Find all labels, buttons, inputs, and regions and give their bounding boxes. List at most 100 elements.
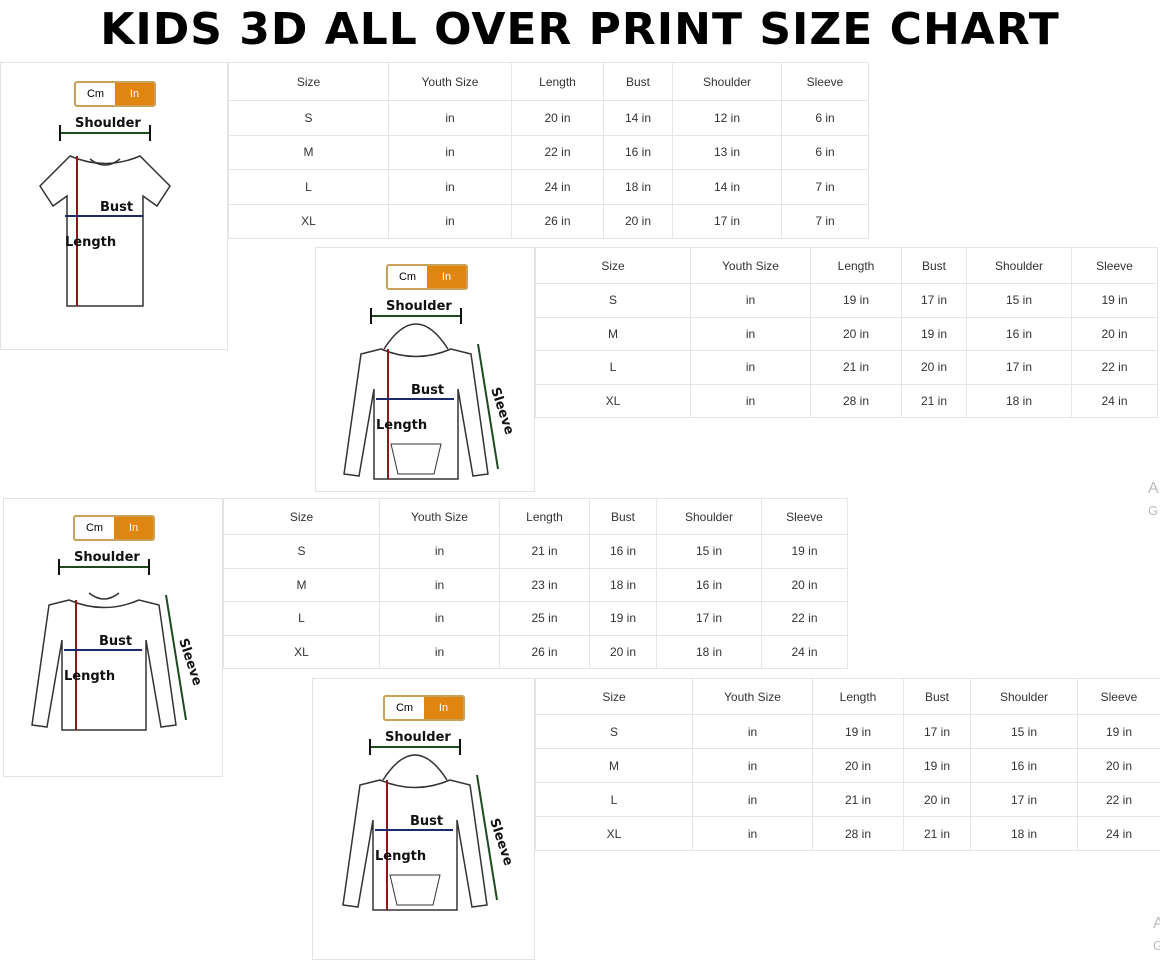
table-cell: 24 in xyxy=(511,169,604,205)
size-table: Size Youth Size Length Bust Shoulder Sleeve S… xyxy=(535,678,1160,851)
column-header: Sleeve xyxy=(781,62,869,101)
table-row: XL in 26 in 20 in 17 in 7 in xyxy=(228,203,869,239)
table-cell: in xyxy=(379,601,500,636)
table-cell: 19 in xyxy=(903,748,971,783)
table-cell: in xyxy=(388,169,512,205)
table-cell: 14 in xyxy=(603,100,673,136)
table-cell: 20 in xyxy=(901,350,967,385)
unit-cm-button[interactable]: Cm xyxy=(395,702,414,714)
table-cell: in xyxy=(692,714,813,749)
table-cell: 19 in xyxy=(589,601,657,636)
long-sleeve-diagram: Shoulder Bust Length Sleeve xyxy=(31,550,205,731)
unit-toggle[interactable]: Cm In xyxy=(386,264,468,290)
column-header: Length xyxy=(511,62,604,101)
unit-toggle[interactable]: Cm In xyxy=(74,81,156,107)
unit-toggle[interactable]: Cm In xyxy=(73,515,155,541)
table-cell: 16 in xyxy=(970,748,1078,783)
unit-cm-button[interactable]: Cm xyxy=(85,522,104,534)
unit-in-button[interactable]: In xyxy=(115,83,154,105)
size-table: Size Youth Size Length Bust Shoulder Sleeve S… xyxy=(228,62,869,239)
shoulder-label: Shoulder xyxy=(74,550,140,565)
table-header-row: Size Youth Size Length Bust Shoulder Sleeve xyxy=(535,678,1160,715)
table-cell: 28 in xyxy=(810,383,902,418)
table-cell: 19 in xyxy=(1071,283,1158,318)
cut-off-text: G xyxy=(1153,938,1160,953)
table-cell: in xyxy=(690,350,811,385)
table-cell: 6 in xyxy=(781,100,869,136)
table-cell: 20 in xyxy=(812,748,904,783)
table-cell: S xyxy=(228,100,389,136)
table-cell: M xyxy=(223,567,380,602)
table-cell: in xyxy=(692,782,813,817)
table-cell: 20 in xyxy=(511,100,604,136)
table-cell: in xyxy=(388,134,512,170)
table-cell: 19 in xyxy=(761,534,848,569)
table-cell: S xyxy=(535,714,693,749)
table-cell: 22 in xyxy=(511,134,604,170)
unit-in-button[interactable]: In xyxy=(114,517,153,539)
table-cell: 17 in xyxy=(672,203,782,239)
unit-cm-button[interactable]: Cm xyxy=(86,88,105,100)
table-cell: 7 in xyxy=(781,169,869,205)
table-row: XL in 26 in 20 in 18 in 24 in xyxy=(223,634,848,669)
table-cell: L xyxy=(228,169,389,205)
table-cell: 28 in xyxy=(812,816,904,851)
length-label: Length xyxy=(65,235,116,250)
table-header-row: Size Youth Size Length Bust Shoulder Sleeve xyxy=(228,62,869,101)
cut-off-text: A xyxy=(1148,480,1159,497)
page-title: KIDS 3D ALL OVER PRINT SIZE CHART xyxy=(100,4,1060,55)
table-cell: 14 in xyxy=(672,169,782,205)
shoulder-label: Shoulder xyxy=(385,730,451,745)
column-header: Bust xyxy=(603,62,673,101)
table-cell: 20 in xyxy=(810,316,902,351)
table-cell: 15 in xyxy=(966,283,1072,318)
table-cell: L xyxy=(535,782,693,817)
column-header: Size xyxy=(223,498,380,535)
length-label: Length xyxy=(375,849,426,864)
table-cell: 20 in xyxy=(589,634,657,669)
table-cell: 21 in xyxy=(812,782,904,817)
table-cell: in xyxy=(690,283,811,318)
bust-label: Bust xyxy=(99,634,132,649)
shoulder-label: Shoulder xyxy=(386,299,452,314)
table-cell: 17 in xyxy=(656,601,762,636)
column-header: Bust xyxy=(903,678,971,715)
column-header: Shoulder xyxy=(970,678,1078,715)
table-cell: in xyxy=(379,567,500,602)
unit-in-button[interactable]: In xyxy=(427,266,466,288)
length-label: Length xyxy=(376,418,427,433)
column-header: Youth Size xyxy=(692,678,813,715)
unit-in-button[interactable]: In xyxy=(424,697,463,719)
table-header-row: Size Youth Size Length Bust Shoulder Sleeve xyxy=(223,498,848,535)
table-cell: 22 in xyxy=(761,601,848,636)
column-header: Youth Size xyxy=(690,247,811,284)
table-cell: M xyxy=(535,316,691,351)
column-header: Size xyxy=(535,247,691,284)
table-cell: M xyxy=(535,748,693,783)
table-cell: M xyxy=(228,134,389,170)
table-cell: 6 in xyxy=(781,134,869,170)
table-cell: 21 in xyxy=(903,816,971,851)
table-cell: 24 in xyxy=(761,634,848,669)
column-header: Length xyxy=(810,247,902,284)
table-cell: in xyxy=(690,316,811,351)
column-header: Bust xyxy=(901,247,967,284)
column-header: Length xyxy=(499,498,590,535)
table-cell: 15 in xyxy=(970,714,1078,749)
unit-toggle[interactable]: Cm In xyxy=(383,695,465,721)
unit-cm-button[interactable]: Cm xyxy=(398,271,417,283)
table-cell: 21 in xyxy=(499,534,590,569)
table-cell: 19 in xyxy=(901,316,967,351)
column-header: Youth Size xyxy=(379,498,500,535)
table-cell: in xyxy=(692,816,813,851)
table-cell: L xyxy=(535,350,691,385)
table-cell: 19 in xyxy=(810,283,902,318)
table-cell: 21 in xyxy=(901,383,967,418)
